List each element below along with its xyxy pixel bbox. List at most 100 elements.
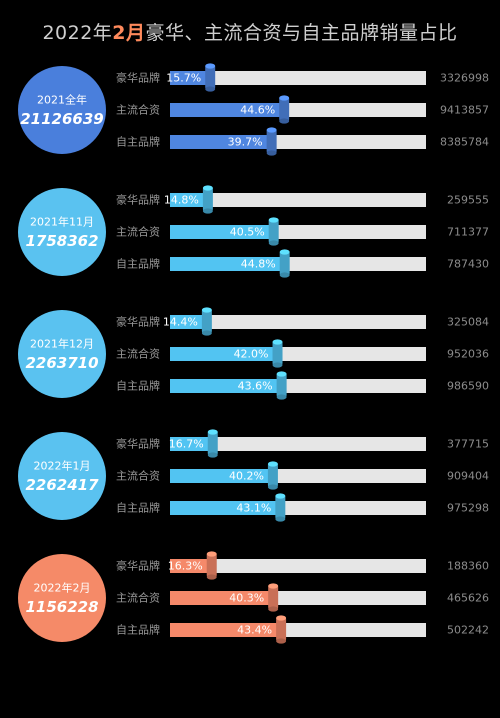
share-label: 43.4% — [237, 624, 272, 637]
bar-cap — [272, 341, 283, 365]
bar-cap-top — [268, 583, 279, 589]
share-label: 40.2% — [229, 470, 264, 483]
volume-value: 465626 — [447, 592, 489, 605]
bar-cap-bottom — [276, 638, 287, 644]
category-label: 主流合资 — [116, 347, 160, 361]
bar-cap-top — [207, 429, 218, 435]
volume-value: 3326998 — [440, 72, 489, 85]
bar-cap-bottom — [207, 452, 218, 458]
period-total: 1758362 — [25, 232, 98, 250]
share-bar — [170, 347, 278, 361]
share-bar — [170, 469, 273, 483]
share-label: 16.3% — [168, 560, 203, 573]
bar-cap — [268, 585, 279, 609]
bar-cap-top — [205, 63, 216, 69]
category-label: 自主品牌 — [116, 623, 160, 637]
category-label: 豪华品牌 — [116, 315, 160, 329]
bar-cap-bottom — [266, 150, 277, 156]
volume-value: 188360 — [447, 560, 489, 573]
period-total: 21126639 — [20, 110, 104, 128]
share-bar — [170, 501, 281, 515]
share-label: 43.1% — [236, 502, 271, 515]
bar-cap-bottom — [268, 240, 279, 246]
bar-track — [170, 437, 426, 451]
bar-cap-bottom — [201, 330, 212, 336]
share-bar — [170, 257, 285, 271]
bar-cap — [279, 97, 290, 121]
volume-value: 986590 — [447, 380, 489, 393]
period-label: 2022年1月 — [34, 459, 91, 473]
bar-cap-bottom — [267, 484, 278, 490]
share-label: 43.6% — [238, 380, 273, 393]
bar-cap — [205, 65, 216, 89]
title-suffix: 豪华、主流合资与自主品牌销量占比 — [145, 22, 458, 44]
volume-value: 909404 — [447, 470, 489, 483]
period-label: 2022年2月 — [34, 581, 91, 595]
bar-cap-top — [268, 217, 279, 223]
bar-track — [170, 559, 426, 573]
share-bar — [170, 591, 274, 605]
bar-cap — [276, 617, 287, 641]
share-label: 15.7% — [166, 72, 201, 85]
bar-cap — [207, 431, 218, 455]
period-label: 2021年11月 — [30, 215, 94, 229]
category-label: 主流合资 — [116, 591, 160, 605]
bar-cap-top — [275, 493, 286, 499]
volume-value: 952036 — [447, 348, 489, 361]
category-label: 豪华品牌 — [116, 71, 160, 85]
title-prefix: 2022年 — [42, 22, 113, 44]
share-label: 44.8% — [241, 258, 276, 271]
volume-value: 325084 — [447, 316, 489, 329]
bar-cap-bottom — [279, 118, 290, 124]
category-label: 自主品牌 — [116, 135, 160, 149]
bar-cap — [267, 463, 278, 487]
share-label: 16.7% — [169, 438, 204, 451]
category-label: 豪华品牌 — [116, 437, 160, 451]
bar-cap — [275, 495, 286, 519]
share-label: 40.5% — [230, 226, 265, 239]
share-bar — [170, 379, 282, 393]
bar-cap — [279, 251, 290, 275]
bar-cap-bottom — [206, 574, 217, 580]
share-label: 44.6% — [240, 104, 275, 117]
share-bar — [170, 315, 207, 329]
period-circle — [18, 554, 106, 642]
category-label: 豪华品牌 — [116, 559, 160, 573]
bar-cap-bottom — [275, 516, 286, 522]
bar-cap — [201, 309, 212, 333]
period-total: 2262417 — [25, 476, 99, 494]
category-label: 自主品牌 — [116, 257, 160, 271]
share-bar — [170, 103, 285, 117]
period-circle — [18, 188, 106, 276]
bar-cap — [276, 373, 287, 397]
bar-cap — [206, 553, 217, 577]
volume-value: 502242 — [447, 624, 489, 637]
bar-cap-top — [279, 249, 290, 255]
volume-value: 975298 — [447, 502, 489, 515]
share-label: 14.4% — [163, 316, 198, 329]
bar-cap — [202, 187, 213, 211]
share-bar — [170, 225, 274, 239]
share-label: 39.7% — [228, 136, 263, 149]
share-bar — [170, 623, 282, 637]
title-highlight: 2月 — [112, 22, 146, 44]
category-label: 主流合资 — [116, 469, 160, 483]
share-label: 42.0% — [234, 348, 269, 361]
category-label: 自主品牌 — [116, 379, 160, 393]
period-label: 2021全年 — [37, 93, 87, 107]
volume-value: 9413857 — [440, 104, 489, 117]
bar-track — [170, 193, 426, 207]
bar-track — [170, 71, 426, 85]
bar-cap-bottom — [268, 606, 279, 612]
bar-cap-top — [272, 339, 283, 345]
bar-cap-top — [202, 185, 213, 191]
bar-cap-bottom — [205, 86, 216, 92]
category-label: 主流合资 — [116, 103, 160, 117]
period-total: 1156228 — [25, 598, 98, 616]
volume-value: 711377 — [447, 226, 489, 239]
period-total: 2263710 — [25, 354, 98, 372]
bar-cap — [266, 129, 277, 153]
share-bar — [170, 71, 211, 85]
bar-track — [170, 315, 426, 329]
bar-cap-bottom — [202, 208, 213, 214]
